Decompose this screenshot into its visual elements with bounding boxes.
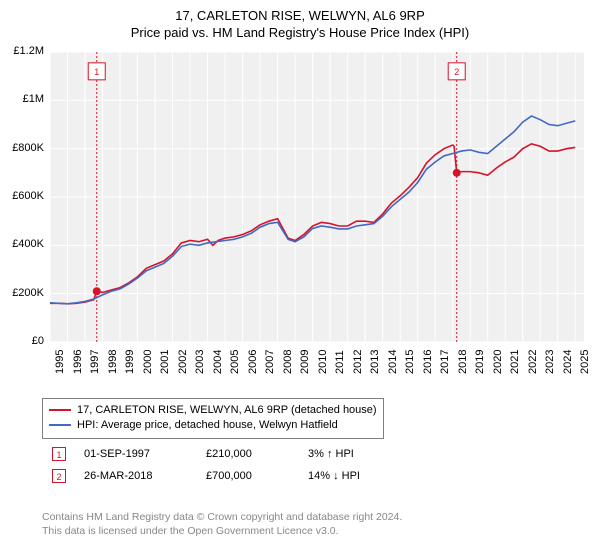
x-axis-label: 2022 bbox=[527, 350, 539, 374]
x-axis-label: 2015 bbox=[404, 350, 416, 374]
x-axis-label: 1998 bbox=[107, 350, 119, 374]
x-axis-label: 1996 bbox=[72, 350, 84, 374]
y-axis-label: £400K bbox=[0, 238, 44, 250]
x-axis-label: 2017 bbox=[439, 350, 451, 374]
x-axis-label: 2023 bbox=[544, 350, 556, 374]
x-axis-label: 2024 bbox=[562, 350, 574, 374]
legend-label: HPI: Average price, detached house, Welw… bbox=[77, 419, 338, 431]
x-axis-label: 1995 bbox=[54, 350, 66, 374]
x-axis-label: 1999 bbox=[124, 350, 136, 374]
x-axis-label: 2014 bbox=[387, 350, 399, 374]
sale-marker-dot bbox=[453, 169, 461, 177]
legend-swatch bbox=[49, 409, 71, 411]
y-axis-label: £800K bbox=[0, 142, 44, 154]
sale-box-icon: 2 bbox=[52, 469, 66, 483]
x-axis-label: 1997 bbox=[89, 350, 101, 374]
sales-table: 1 01-SEP-1997£210,0003% ↑ HPI 2 26-MAR-2018… bbox=[42, 442, 370, 488]
license-line-1: Contains HM Land Registry data © Crown c… bbox=[42, 510, 402, 524]
license-line-2: This data is licensed under the Open Gov… bbox=[42, 524, 402, 538]
x-axis-label: 2011 bbox=[334, 350, 346, 374]
sale-hpi-delta: 14% ↓ HPI bbox=[300, 466, 368, 486]
x-axis-label: 2008 bbox=[282, 350, 294, 374]
x-axis-label: 2009 bbox=[299, 350, 311, 374]
sale-price: £700,000 bbox=[198, 466, 298, 486]
x-axis-label: 2006 bbox=[247, 350, 259, 374]
sale-price: £210,000 bbox=[198, 444, 298, 464]
x-axis-label: 2003 bbox=[194, 350, 206, 374]
x-axis-label: 2001 bbox=[159, 350, 171, 374]
x-axis-label: 2005 bbox=[229, 350, 241, 374]
sale-marker-number: 2 bbox=[454, 67, 459, 77]
legend: 17, CARLETON RISE, WELWYN, AL6 9RP (deta… bbox=[42, 398, 384, 439]
sale-date: 26-MAR-2018 bbox=[76, 466, 196, 486]
x-axis-label: 2016 bbox=[422, 350, 434, 374]
x-axis-label: 2007 bbox=[264, 350, 276, 374]
x-axis-label: 2012 bbox=[352, 350, 364, 374]
sale-box-icon: 1 bbox=[52, 447, 66, 461]
x-axis-label: 2002 bbox=[177, 350, 189, 374]
sale-date: 01-SEP-1997 bbox=[76, 444, 196, 464]
legend-label: 17, CARLETON RISE, WELWYN, AL6 9RP (deta… bbox=[77, 404, 377, 416]
x-axis-label: 2018 bbox=[457, 350, 469, 374]
y-axis-label: £600K bbox=[0, 190, 44, 202]
table-row: 2 26-MAR-2018£700,00014% ↓ HPI bbox=[44, 466, 368, 486]
sale-hpi-delta: 3% ↑ HPI bbox=[300, 444, 368, 464]
x-axis-label: 2019 bbox=[474, 350, 486, 374]
license-notice: Contains HM Land Registry data © Crown c… bbox=[42, 510, 402, 538]
x-axis-label: 2013 bbox=[369, 350, 381, 374]
x-axis-label: 2000 bbox=[142, 350, 154, 374]
y-axis-label: £0 bbox=[0, 335, 44, 347]
x-axis-label: 2010 bbox=[317, 350, 329, 374]
sale-marker-number: 1 bbox=[94, 67, 99, 77]
legend-swatch bbox=[49, 424, 71, 426]
x-axis-label: 2025 bbox=[579, 350, 591, 374]
y-axis-label: £1M bbox=[0, 93, 44, 105]
legend-item: 17, CARLETON RISE, WELWYN, AL6 9RP (deta… bbox=[49, 403, 377, 418]
x-axis-label: 2004 bbox=[212, 350, 224, 374]
table-row: 1 01-SEP-1997£210,0003% ↑ HPI bbox=[44, 444, 368, 464]
x-axis-label: 2020 bbox=[492, 350, 504, 374]
legend-item: HPI: Average price, detached house, Welw… bbox=[49, 418, 377, 433]
sale-marker-dot bbox=[93, 287, 101, 295]
y-axis-label: £200K bbox=[0, 287, 44, 299]
y-axis-label: £1.2M bbox=[0, 45, 44, 57]
x-axis-label: 2021 bbox=[509, 350, 521, 374]
chart-frame: 17, CARLETON RISE, WELWYN, AL6 9RP Price… bbox=[0, 0, 600, 560]
